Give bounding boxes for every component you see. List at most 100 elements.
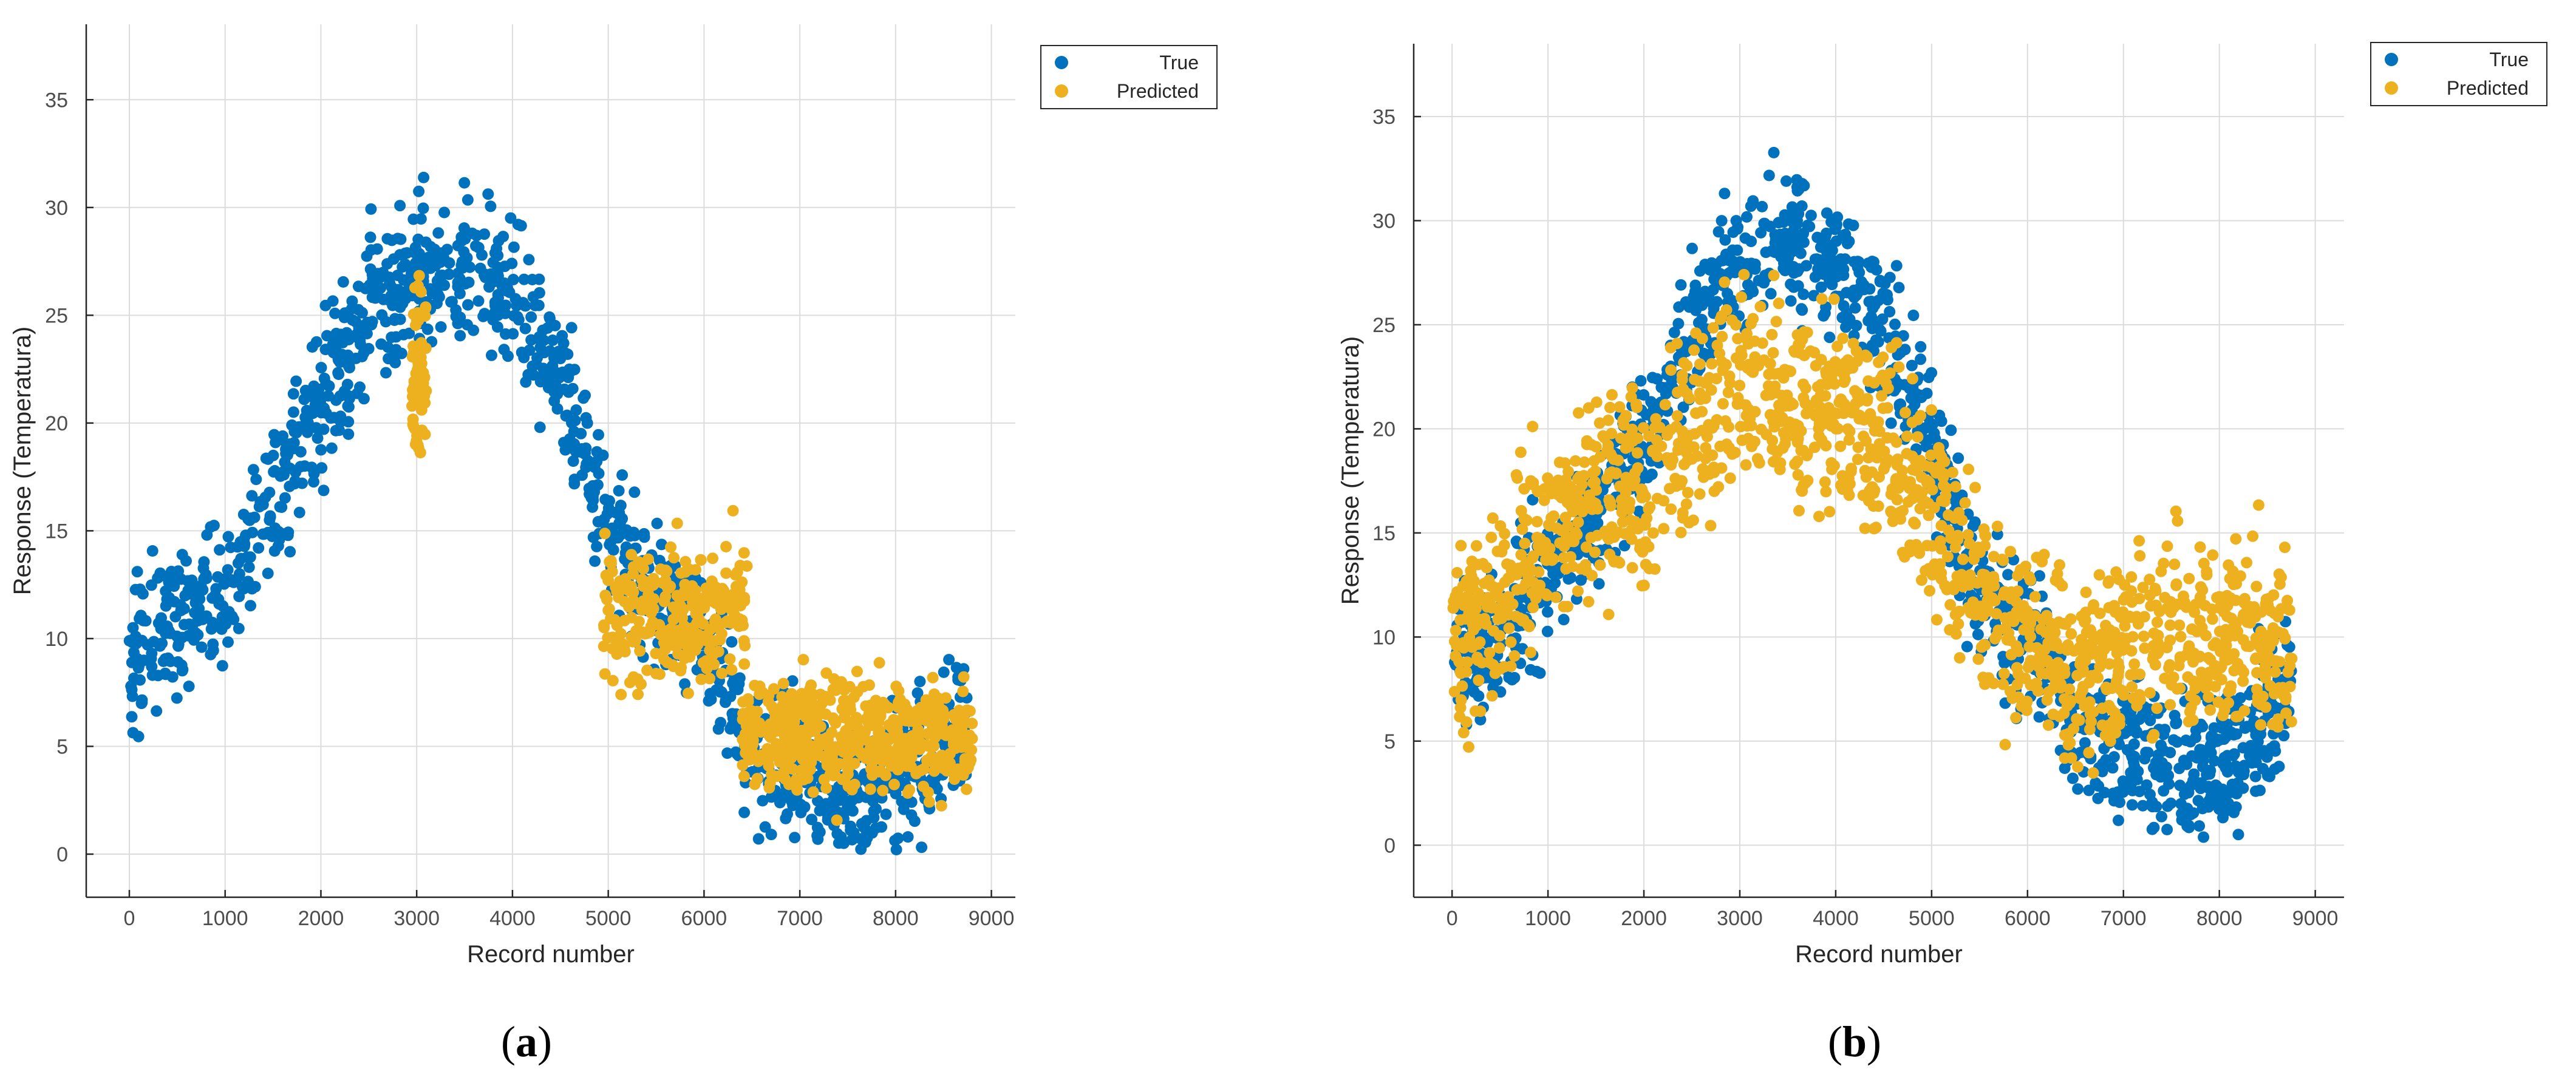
predicted-point [891,726,904,738]
predicted-point [1700,442,1712,454]
predicted-point [963,734,975,746]
true-point [462,194,474,206]
predicted-point [2094,653,2106,665]
true-point [192,615,204,627]
true-point [726,636,738,648]
predicted-point [1583,489,1595,501]
predicted-point [1455,540,1467,552]
true-point [134,674,146,686]
predicted-point [1717,398,1729,410]
predicted-point [1796,484,1808,496]
predicted-point [1951,570,1963,582]
predicted-point [1627,480,1639,492]
predicted-point [2182,716,2195,728]
true-point [565,322,578,334]
predicted-point [1745,365,1757,377]
predicted-point [2019,613,2031,624]
predicted-point [2029,591,2041,603]
predicted-point [2172,515,2184,527]
true-point [1875,325,1887,337]
predicted-point [2076,666,2088,678]
true-point [253,542,265,554]
true-point [806,813,818,826]
predicted-point [1680,498,1692,510]
predicted-point [659,566,672,579]
true-point [547,334,559,346]
predicted-point [1583,596,1595,608]
true-point [380,367,392,379]
true-point [1759,270,1771,282]
predicted-point [2144,574,2156,585]
predicted-point [1852,453,1864,466]
predicted-point [1802,475,1814,486]
predicted-point [1764,409,1776,421]
predicted-point [1688,344,1700,356]
predicted-point [961,783,973,795]
true-point [890,844,902,855]
predicted-point [1996,554,2008,565]
true-point [2093,692,2104,704]
predicted-point [2257,690,2269,702]
predicted-point [2109,606,2121,618]
predicted-point [1463,631,1476,643]
true-point [376,309,388,321]
predicted-point [2152,630,2164,642]
true-point [209,589,221,602]
predicted-point [410,367,422,379]
predicted-point [706,575,718,587]
true-point [1969,516,1981,528]
true-point [513,314,525,326]
true-point [2181,758,2193,770]
predicted-point [867,764,879,776]
predicted-point [2221,654,2234,666]
predicted-point [1885,488,1897,500]
predicted-point [1650,413,1662,425]
predicted-point [880,769,891,781]
true-point [534,342,547,353]
true-point [1741,211,1753,223]
true-point [2218,752,2230,764]
predicted-point [2163,662,2175,674]
true-point [262,568,274,579]
predicted-point [1952,618,1964,630]
predicted-point [2196,622,2208,634]
predicted-point [636,604,648,616]
predicted-point [615,688,627,701]
predicted-point [953,733,966,745]
true-point [417,202,429,214]
true-point [287,406,299,418]
true-point [305,461,318,474]
predicted-point [877,784,889,796]
true-point [911,687,924,699]
predicted-point [1893,361,1905,373]
true-point [943,654,955,666]
true-point [443,268,455,280]
predicted-point [2188,647,2200,659]
predicted-point [1979,639,1991,651]
true-point [1915,353,1927,365]
predicted-point [1678,428,1690,440]
true-point [2189,776,2201,789]
true-point [497,231,509,243]
predicted-point [1560,563,1572,575]
predicted-point [1977,568,1989,580]
predicted-point [1823,413,1835,426]
true-point [2238,769,2250,781]
true-point [413,248,425,260]
predicted-point [1543,480,1555,492]
true-point [591,540,603,552]
true-point [507,274,519,285]
true-point [381,233,394,245]
predicted-point [754,717,766,729]
predicted-point [1615,432,1627,444]
scatter-points [1447,146,2298,843]
predicted-point [2050,677,2062,689]
predicted-point [836,773,848,786]
predicted-point [1525,647,1536,659]
true-point [587,480,599,492]
true-point [2137,800,2149,812]
predicted-point [1538,494,1550,506]
true-point [531,352,543,364]
predicted-point [1980,530,1992,542]
true-point [318,484,330,497]
